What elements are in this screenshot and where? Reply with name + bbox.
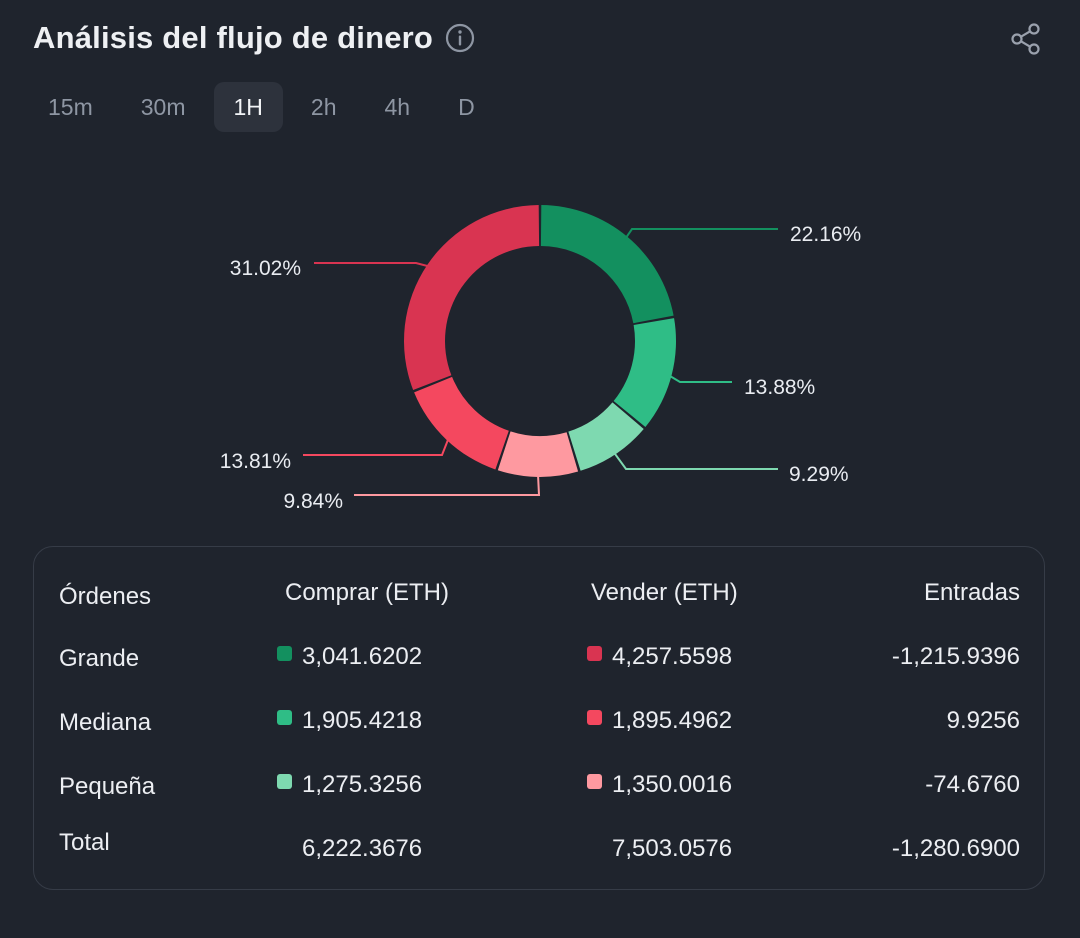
leader-line [354,472,541,496]
leader-line [303,436,451,456]
sell-value: 1,895.4962 [612,707,733,734]
sell-value: 1,350.0016 [612,771,733,798]
leader-line [623,228,778,241]
buy-value: 1,905.4218 [302,707,423,734]
total-inflow-value: -1,280.6900 [891,835,1020,862]
info-icon[interactable] [445,23,475,53]
header-buy: Comprar (ETH) [285,579,450,606]
slice-percent-label: 9.84% [283,490,343,513]
timeframe-tabs: 15m 30m 1H 2h 4h D [28,82,503,132]
share-icon[interactable] [1010,22,1042,56]
buy-color-swatch [277,646,292,662]
tab-d[interactable]: D [458,94,475,120]
inflow-value: -1,215.9396 [891,643,1020,670]
row-label: Mediana [59,709,152,736]
buy-value: 1,275.3256 [302,771,423,798]
header: Análisis del flujo de dinero [33,18,475,58]
sell-color-swatch [587,646,602,662]
slice-percent-label: 9.29% [789,463,849,486]
donut-slice[interactable] [414,376,509,470]
money-flow-donut-chart: 22.16% 13.88% 9.29% 9.84% 13.81% 31.02% [220,205,861,513]
donut-slice[interactable] [540,205,674,324]
slice-percent-label: 31.02% [230,257,301,280]
total-label: Total [59,829,110,856]
header-sell: Vender (ETH) [591,579,738,606]
donut-slice[interactable] [497,431,579,478]
sell-cell: 1,350.0016 [587,771,732,799]
inflow-value: 9.9256 [946,707,1020,734]
sell-value: 4,257.5598 [612,643,733,670]
row-label: Grande [59,645,140,672]
row-label: Pequeña [59,773,156,800]
sell-cell: 1,895.4962 [587,707,732,735]
tab-30m[interactable]: 30m [140,94,186,120]
sell-color-swatch [587,710,602,726]
header-inflow: Entradas [923,579,1020,606]
slice-percent-label: 13.88% [744,376,815,399]
orders-table: Órdenes Comprar (ETH) Vender (ETH) Entra… [33,546,1045,890]
tab-2h[interactable]: 2h [310,94,337,120]
slice-percent-label: 22.16% [790,223,861,246]
total-buy-value: 6,222.3676 [302,835,423,862]
tab-15m[interactable]: 15m [48,94,93,120]
page-title: Análisis del flujo de dinero [33,20,434,55]
inflow-value: -74.6760 [925,771,1020,798]
buy-color-swatch [277,710,292,726]
header-orders: Órdenes [59,583,152,610]
tab-4h[interactable]: 4h [384,94,411,120]
sell-cell: 4,257.5598 [587,643,732,671]
buy-cell: 1,905.4218 [277,707,422,735]
donut-slice[interactable] [613,318,676,427]
buy-color-swatch [277,774,292,790]
tab-1h[interactable]: 1H [213,82,283,132]
leader-line [314,262,432,268]
total-sell-value: 7,503.0576 [612,835,733,862]
donut-slice[interactable] [568,402,644,471]
leader-line [667,373,732,383]
buy-cell: 3,041.6202 [277,643,422,671]
sell-color-swatch [587,774,602,790]
leader-line [612,450,778,470]
donut-slice[interactable] [404,205,540,391]
slice-percent-label: 13.81% [220,450,291,473]
buy-value: 3,041.6202 [302,643,423,670]
buy-cell: 1,275.3256 [277,771,422,799]
